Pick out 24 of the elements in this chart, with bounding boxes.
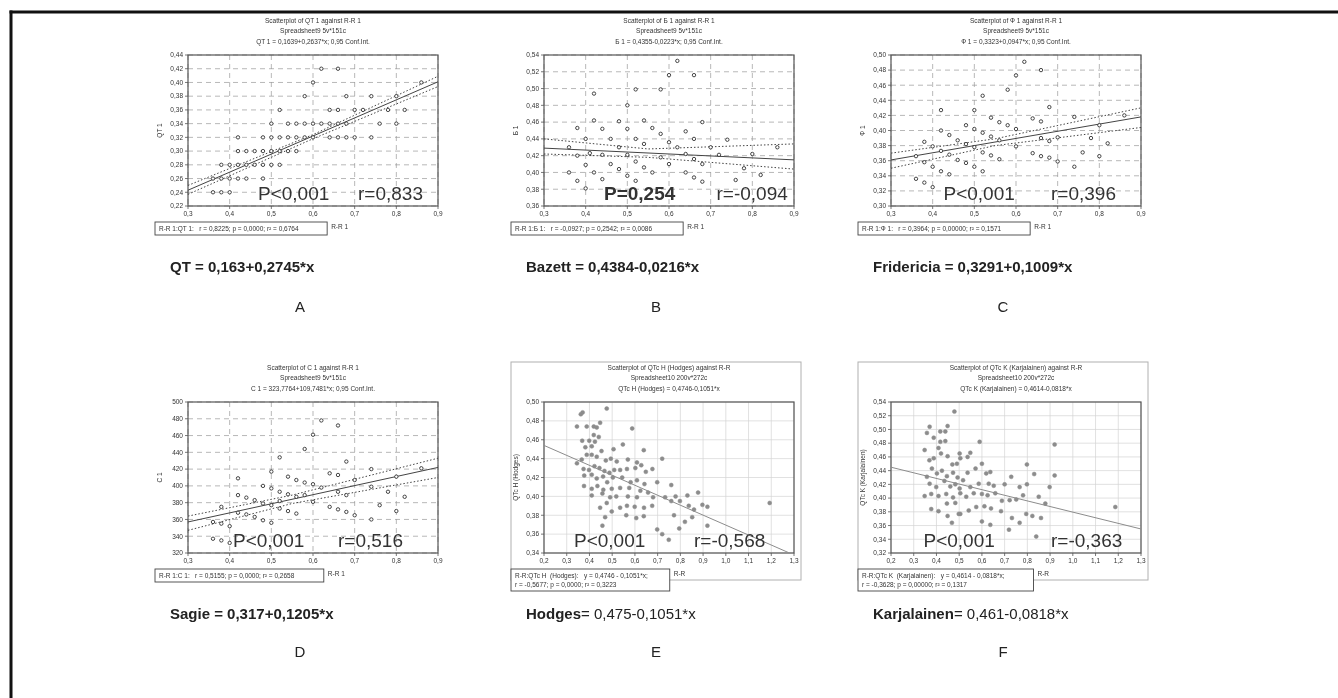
text: C (997, 298, 1009, 315)
annotation: P<0,001 (574, 530, 646, 551)
text: QT = 0,163+0,2745*x (170, 258, 315, 275)
annotation: r=-0,363 (1051, 530, 1123, 551)
text: Bazett = 0,4384-0,0216*x (526, 258, 700, 275)
text: A (294, 298, 306, 315)
text: Karjalainen= 0,461-0,0818*x (873, 605, 1070, 622)
annotation: r=0,516 (338, 530, 403, 551)
text: Hodges= 0,475-0,1051*x (526, 605, 697, 622)
annotation: P<0,001 (943, 183, 1015, 204)
annotation: P<0,001 (258, 183, 330, 204)
annotation: r=-0,094 (716, 183, 789, 204)
text: E (650, 643, 662, 660)
annotation: r=-0,568 (694, 530, 766, 551)
text: F (998, 643, 1008, 660)
annotation: P=0,254 (604, 183, 676, 204)
annotation: P<0,001 (233, 530, 305, 551)
text: B (650, 298, 662, 315)
annotation: r=0,833 (358, 183, 423, 204)
text: Sagie = 0,317+0,1205*x (170, 605, 335, 622)
text: Fridericia = 0,3291+0,1009*x (873, 258, 1073, 275)
text: D (294, 643, 306, 660)
annotation: r=0,396 (1051, 183, 1116, 204)
annotation: P<0,001 (923, 530, 995, 551)
